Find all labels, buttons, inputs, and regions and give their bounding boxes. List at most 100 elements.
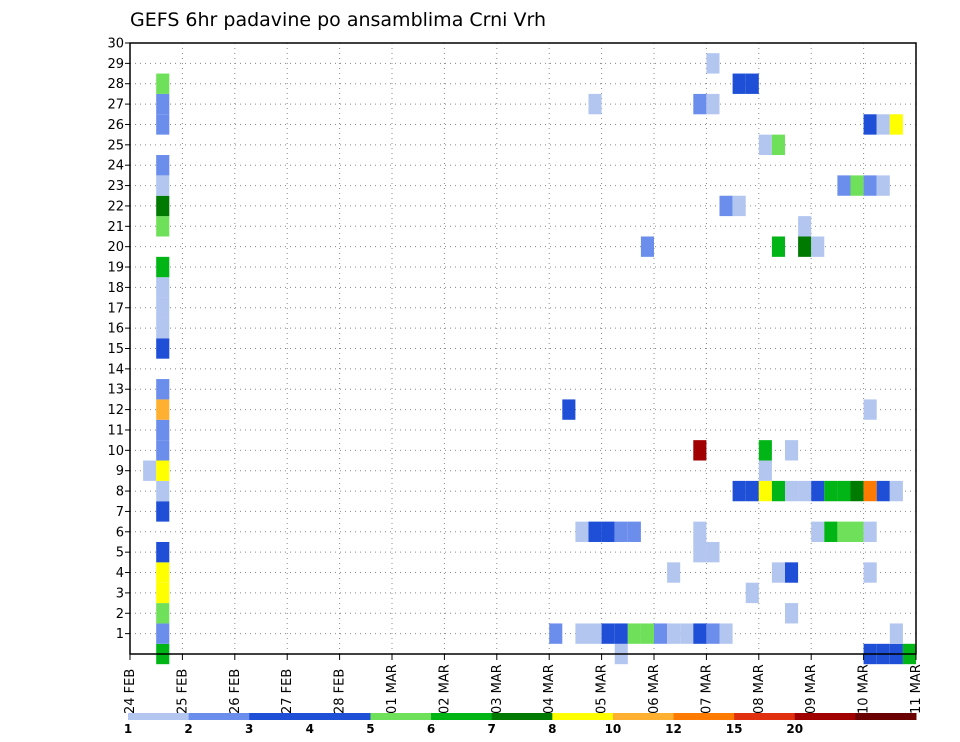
precip-cell: [837, 175, 851, 196]
precip-cell: [863, 175, 877, 196]
precip-cell: [627, 623, 641, 644]
x-tick-label: 06 MAR: [647, 664, 662, 714]
precip-cell: [156, 399, 170, 420]
precip-cell: [863, 399, 877, 420]
precip-cell: [693, 541, 707, 563]
precip-cells: [143, 53, 916, 665]
precip-cell: [758, 480, 772, 502]
precip-cell: [824, 521, 838, 542]
y-tick-label: 5: [116, 546, 124, 561]
precip-cell: [614, 521, 628, 542]
legend-swatch: [431, 713, 493, 720]
precip-cell: [156, 501, 170, 522]
y-tick-label: 11: [107, 423, 124, 438]
legend-label: 3: [245, 722, 253, 736]
precip-cell: [824, 480, 838, 502]
precip-cell: [156, 93, 170, 115]
legend-label: 2: [184, 722, 192, 736]
legend-label: 6: [427, 722, 435, 736]
precip-cell: [156, 419, 170, 441]
y-tick-label: 10: [107, 444, 124, 459]
precip-cell: [706, 93, 720, 115]
precip-cell: [798, 216, 812, 237]
y-tick-label: 8: [116, 485, 124, 500]
precip-cell: [614, 623, 628, 644]
legend-swatch: [370, 713, 432, 720]
precip-cell: [601, 623, 615, 644]
precip-cell: [156, 155, 170, 176]
axes: 1234567891011121314151617181920212223242…: [107, 37, 924, 715]
precip-cell: [156, 480, 170, 502]
legend-label: 8: [548, 722, 556, 736]
precip-cell: [876, 480, 890, 502]
y-tick-label: 13: [107, 383, 124, 398]
precip-cell: [588, 623, 602, 644]
precip-cell: [732, 195, 746, 217]
precip-cell: [680, 623, 694, 644]
y-tick-label: 2: [116, 607, 124, 622]
y-tick-label: 30: [107, 37, 124, 52]
legend-swatch: [188, 713, 250, 720]
y-tick-label: 1: [116, 627, 124, 642]
precip-cell: [706, 541, 720, 563]
y-tick-label: 16: [107, 322, 124, 337]
precip-cell: [654, 623, 668, 644]
precip-cell: [156, 175, 170, 196]
precip-cell: [745, 582, 759, 604]
chart-title: GEFS 6hr padavine po ansamblima Crni Vrh: [130, 9, 546, 31]
legend-label: 5: [366, 722, 374, 736]
legend-swatch: [734, 713, 796, 720]
precip-cell: [758, 440, 772, 461]
precip-cell: [156, 317, 170, 339]
legend-label: 4: [306, 722, 314, 736]
precip-cell: [863, 521, 877, 542]
precip-cell: [719, 195, 733, 217]
precip-cell: [693, 440, 707, 461]
precip-cell: [562, 399, 576, 420]
precip-cell: [601, 521, 615, 542]
precip-cell: [811, 521, 825, 542]
precip-cell: [785, 480, 799, 502]
x-tick-label: 07 MAR: [699, 664, 714, 714]
y-tick-label: 9: [116, 464, 124, 479]
precip-cell: [156, 460, 170, 481]
precip-cell: [889, 114, 903, 135]
x-tick-label: 02 MAR: [437, 664, 452, 714]
x-tick-label: 03 MAR: [490, 664, 505, 714]
precip-cell: [758, 134, 772, 156]
y-tick-label: 26: [107, 118, 124, 133]
y-tick-label: 27: [107, 98, 124, 113]
precip-cell: [693, 521, 707, 542]
x-tick-label: 27 FEB: [280, 669, 295, 714]
legend-swatch: [128, 713, 190, 720]
precip-cell: [771, 134, 785, 156]
precip-cell: [575, 521, 589, 542]
precip-cell: [640, 623, 654, 644]
precip-cell: [850, 480, 864, 502]
precip-cell: [156, 541, 170, 563]
legend-swatch: [491, 713, 553, 720]
y-tick-label: 18: [107, 281, 124, 296]
y-tick-label: 6: [116, 525, 124, 540]
precip-cell: [693, 93, 707, 115]
y-tick-label: 17: [107, 301, 124, 316]
x-tick-label: 26 FEB: [228, 669, 243, 714]
x-tick-label: 28 FEB: [333, 669, 348, 714]
y-tick-label: 22: [107, 199, 124, 214]
color-legend: 1 2 3 4 5 6 7 8 10 12 15 20: [124, 713, 917, 736]
x-tick-label: 24 FEB: [123, 669, 138, 714]
precip-cell: [156, 216, 170, 237]
y-tick-label: 21: [107, 220, 124, 235]
x-tick-label: 04 MAR: [542, 664, 557, 714]
precip-cell: [156, 277, 170, 298]
x-tick-label: 05 MAR: [595, 664, 610, 714]
precip-cell: [156, 582, 170, 604]
x-tick-label: 11 MAR: [909, 664, 924, 714]
precip-cell: [156, 562, 170, 583]
precip-cell: [785, 603, 799, 624]
precip-cell: [156, 114, 170, 135]
precip-cell: [575, 623, 589, 644]
precip-cell: [745, 480, 759, 502]
y-tick-label: 15: [107, 342, 124, 357]
legend-swatch: [552, 713, 614, 720]
